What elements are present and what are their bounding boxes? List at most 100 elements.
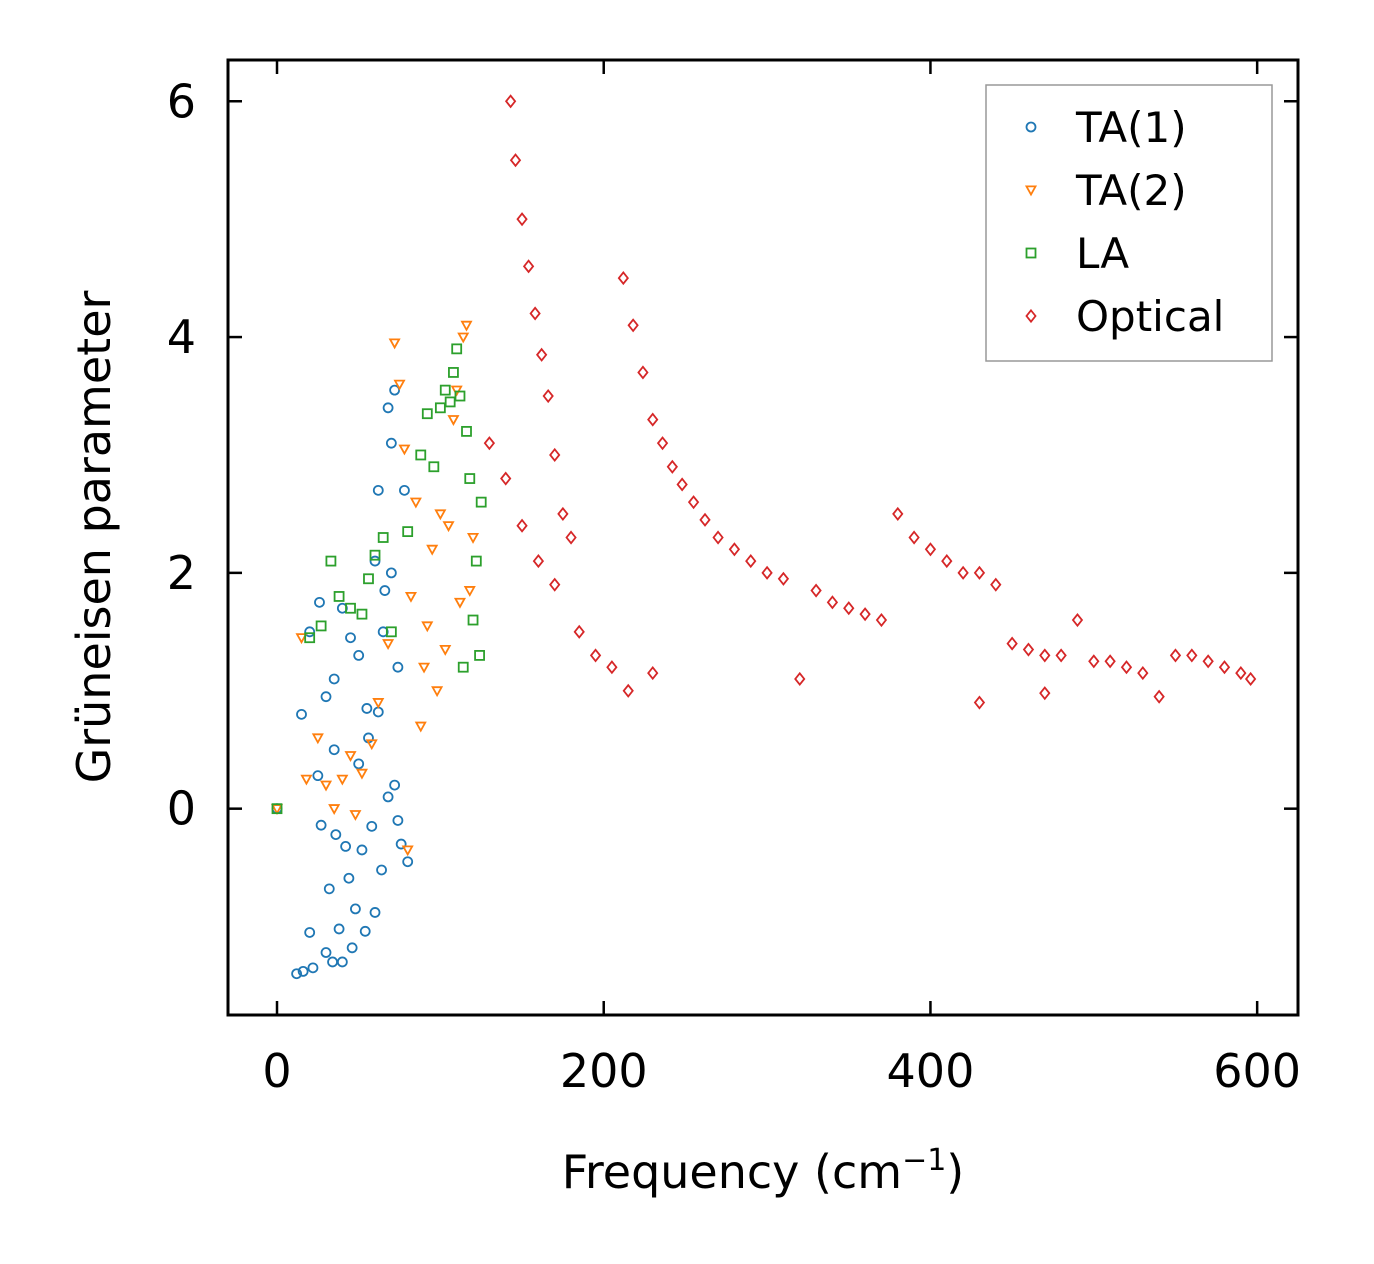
data-point	[346, 942, 358, 954]
data-point	[1186, 648, 1198, 663]
data-point	[320, 691, 332, 703]
y-tick-label: 4	[167, 310, 196, 364]
data-point	[826, 595, 839, 610]
legend-label: TA(1)	[1075, 103, 1187, 152]
data-point	[345, 632, 356, 644]
data-point	[418, 662, 431, 674]
data-point	[345, 602, 356, 614]
data-point	[1022, 642, 1035, 657]
data-point	[398, 444, 411, 456]
data-point	[447, 415, 460, 426]
data-point	[297, 965, 309, 977]
data-point	[344, 751, 357, 762]
data-point	[549, 577, 561, 592]
data-point	[676, 477, 688, 492]
data-point	[843, 601, 855, 616]
data-point	[271, 803, 283, 815]
data-point	[315, 620, 327, 632]
data-point	[483, 436, 496, 451]
data-point	[409, 497, 422, 509]
data-point	[377, 532, 389, 543]
data-point	[382, 639, 395, 650]
data-point	[474, 650, 485, 661]
data-point	[1202, 654, 1214, 669]
data-point	[365, 739, 378, 751]
data-point	[369, 549, 381, 561]
data-point	[451, 343, 463, 355]
data-point	[1120, 660, 1133, 675]
data-point	[356, 844, 368, 856]
data-point	[399, 484, 410, 496]
data-point	[388, 338, 401, 350]
data-point	[319, 780, 333, 792]
x-tick-label: 600	[1213, 1044, 1301, 1098]
data-point	[454, 390, 466, 402]
data-point	[414, 721, 427, 733]
data-point	[328, 804, 341, 816]
data-point	[439, 645, 452, 656]
data-point	[304, 927, 316, 938]
data-point	[431, 686, 444, 698]
y-axis-title: Grüneisen parameter	[67, 290, 121, 783]
data-point	[1244, 671, 1257, 687]
data-point	[470, 555, 482, 567]
data-point	[557, 506, 569, 521]
data-point	[385, 567, 397, 579]
data-point	[304, 632, 316, 644]
data-point	[323, 883, 335, 895]
data-point	[516, 518, 528, 533]
data-point	[421, 408, 433, 420]
data-point	[385, 626, 397, 638]
data-point	[372, 484, 384, 496]
data-point	[450, 385, 463, 397]
data-point	[372, 698, 385, 709]
data-point	[973, 565, 986, 580]
data-point	[666, 459, 678, 474]
data-point	[463, 586, 476, 597]
data-point	[312, 770, 324, 782]
x-tick-label: 0	[262, 1044, 291, 1098]
data-point	[549, 447, 561, 463]
data-point	[1039, 686, 1051, 701]
data-point	[1218, 660, 1231, 675]
data-point	[333, 923, 345, 935]
data-point	[421, 621, 434, 633]
data-point	[336, 956, 348, 968]
data-point	[1006, 636, 1018, 651]
y-tick-label: 2	[167, 546, 196, 600]
data-point	[363, 573, 374, 585]
data-point	[453, 597, 466, 609]
data-point	[353, 650, 365, 661]
data-point	[361, 703, 373, 714]
data-point	[442, 521, 455, 533]
series-ta-1	[271, 384, 414, 980]
data-point	[359, 925, 371, 937]
data-point	[428, 461, 440, 473]
data-point	[1137, 666, 1149, 681]
data-point	[314, 596, 325, 608]
data-point	[622, 683, 634, 698]
data-point	[1088, 654, 1100, 669]
data-point	[320, 947, 332, 958]
data-point	[509, 153, 522, 168]
data-point	[340, 841, 352, 852]
data-point	[444, 396, 456, 408]
data-point	[761, 565, 773, 580]
data-point	[573, 624, 585, 639]
data-point	[389, 384, 401, 396]
series-ta-2	[270, 320, 480, 857]
data-point	[327, 956, 338, 968]
data-point	[810, 583, 822, 598]
data-point	[908, 530, 920, 545]
data-point	[687, 495, 700, 510]
data-point	[311, 733, 324, 745]
data-point	[504, 94, 517, 109]
data-point	[328, 744, 340, 756]
data-point	[295, 633, 308, 645]
series-la	[271, 343, 487, 815]
data-point	[699, 512, 711, 527]
data-point	[385, 437, 397, 449]
data-point	[1039, 648, 1051, 663]
data-point	[957, 565, 969, 580]
